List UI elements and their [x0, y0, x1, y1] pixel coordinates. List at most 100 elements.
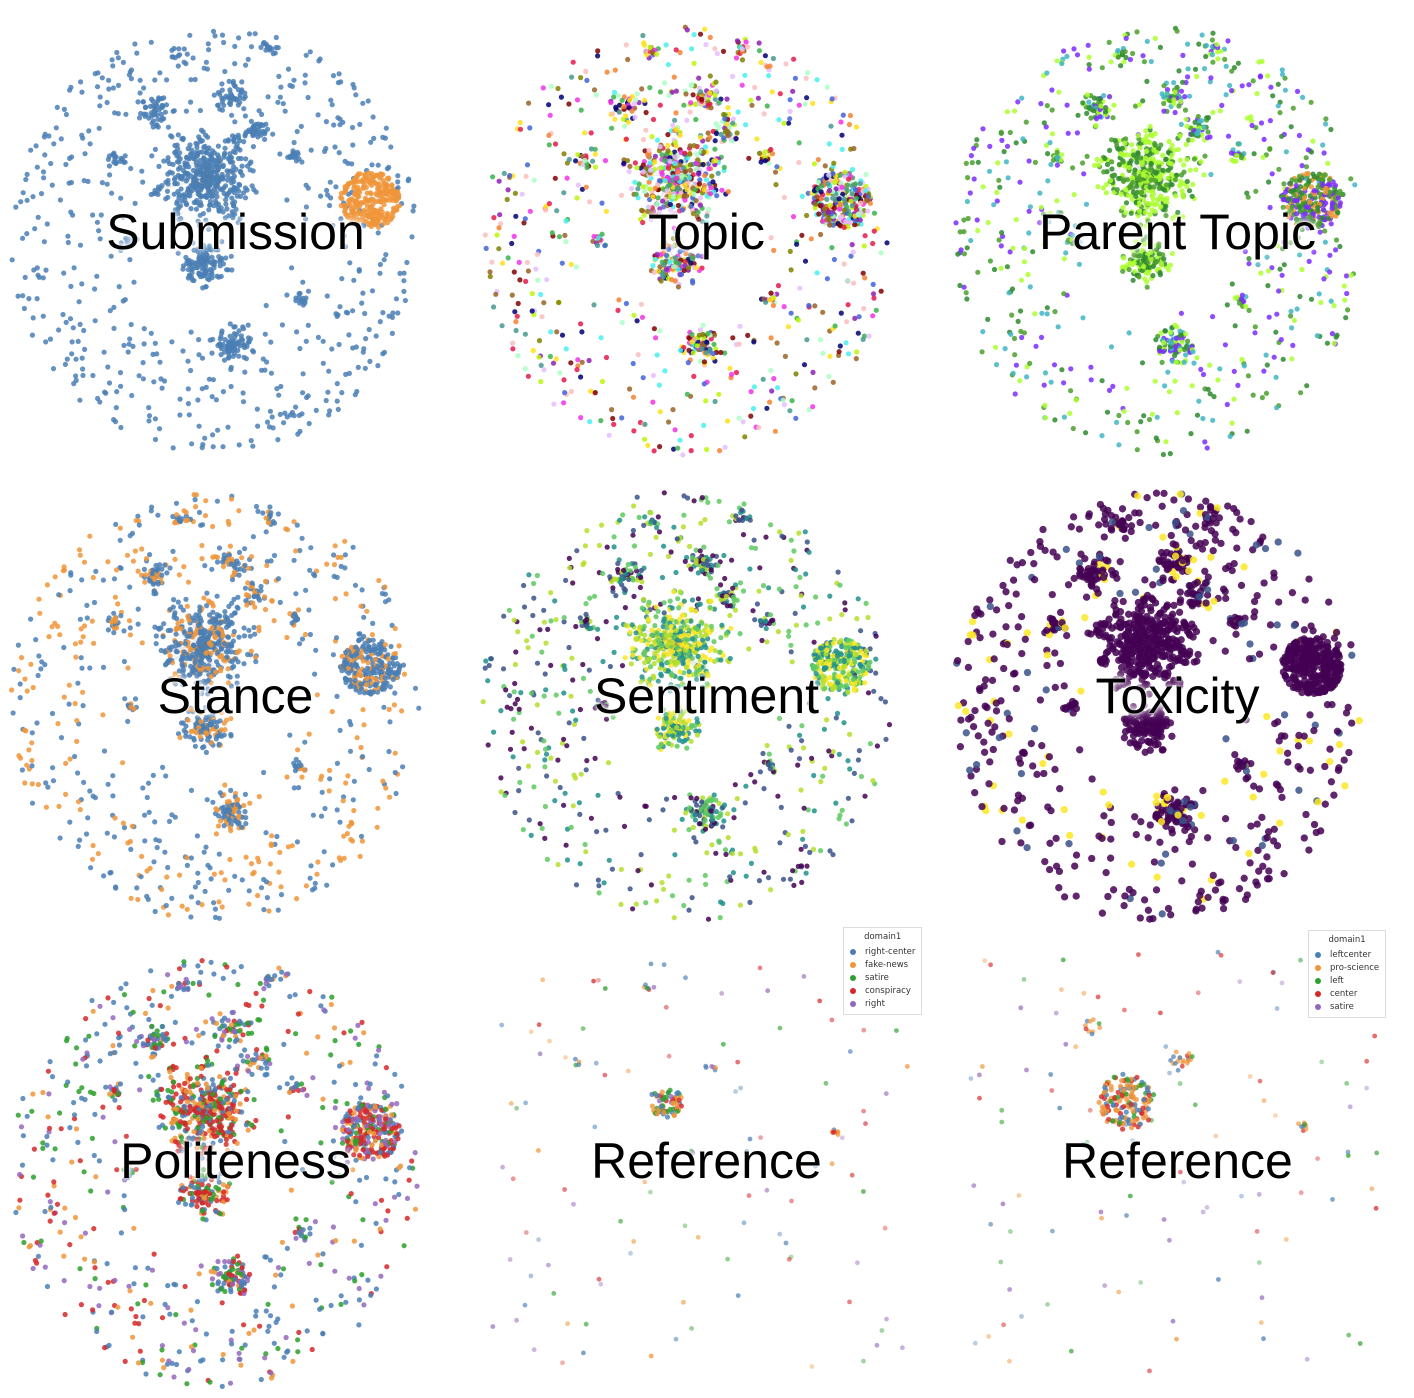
node: [161, 116, 167, 122]
node: [389, 330, 395, 336]
node: [1280, 246, 1286, 252]
node: [1063, 250, 1069, 256]
node: [1265, 268, 1272, 274]
node: [974, 217, 980, 223]
node: [1180, 79, 1186, 85]
node: [233, 166, 239, 172]
node: [1215, 56, 1221, 62]
node: [146, 413, 153, 419]
node: [812, 385, 818, 391]
node: [1208, 171, 1214, 178]
node: [1061, 291, 1067, 297]
node: [1080, 100, 1086, 106]
node: [1159, 262, 1165, 268]
node: [201, 242, 207, 248]
node: [210, 377, 216, 383]
node: [830, 170, 836, 177]
node: [538, 291, 544, 298]
node: [1168, 340, 1174, 346]
node: [592, 164, 599, 170]
node: [1337, 243, 1343, 250]
node: [708, 105, 714, 111]
node: [230, 211, 236, 218]
node: [852, 181, 859, 187]
node: [701, 422, 707, 428]
node: [188, 329, 194, 335]
node: [1150, 263, 1156, 269]
node: [515, 353, 521, 359]
node: [1001, 149, 1007, 155]
node: [350, 142, 356, 148]
node: [1261, 136, 1267, 142]
node: [143, 111, 149, 117]
node: [852, 218, 858, 224]
node: [719, 187, 725, 193]
node: [825, 181, 831, 187]
node: [1061, 380, 1067, 386]
node: [1013, 140, 1019, 146]
node: [712, 96, 718, 102]
node: [315, 112, 321, 118]
node: [690, 92, 696, 98]
node: [1120, 49, 1126, 55]
node: [1171, 101, 1177, 107]
node: [716, 100, 722, 106]
node: [1150, 273, 1156, 279]
node: [293, 404, 299, 410]
node: [1025, 271, 1031, 278]
node: [548, 329, 554, 335]
node: [568, 261, 574, 267]
node: [1002, 346, 1008, 352]
node: [1015, 99, 1021, 105]
node: [690, 211, 696, 217]
node: [871, 228, 877, 234]
node: [375, 363, 381, 369]
node: [383, 252, 389, 258]
node: [118, 424, 124, 431]
node: [665, 165, 672, 171]
node: [202, 435, 208, 441]
node: [768, 367, 774, 373]
node: [1080, 160, 1086, 166]
node: [1045, 178, 1051, 184]
node: [1303, 155, 1309, 161]
node: [634, 165, 640, 171]
node: [196, 223, 202, 229]
edge: [1179, 129, 1198, 135]
node: [260, 356, 266, 362]
node: [1044, 305, 1050, 311]
node: [210, 28, 217, 34]
node: [64, 356, 70, 362]
node: [1182, 107, 1189, 113]
node: [703, 177, 710, 183]
node: [1225, 133, 1232, 139]
node: [812, 205, 818, 211]
node: [846, 121, 852, 128]
node: [1194, 355, 1200, 361]
node: [41, 134, 48, 140]
node: [1278, 337, 1284, 343]
node: [980, 184, 986, 190]
node: [1270, 93, 1276, 99]
node: [134, 50, 140, 56]
node: [1251, 151, 1257, 157]
node: [712, 92, 718, 98]
node: [1054, 162, 1060, 168]
node: [152, 436, 159, 443]
node: [1070, 232, 1076, 238]
node: [655, 268, 662, 274]
node: [1086, 99, 1092, 105]
node: [222, 150, 228, 156]
node: [240, 390, 246, 396]
node: [63, 319, 69, 325]
node: [155, 184, 162, 190]
node: [552, 175, 558, 181]
node: [599, 231, 605, 237]
node: [1103, 109, 1109, 115]
node: [1020, 136, 1026, 142]
node: [218, 273, 224, 279]
node: [341, 233, 347, 239]
node: [1129, 142, 1135, 148]
node: [296, 412, 302, 418]
node: [654, 251, 660, 257]
